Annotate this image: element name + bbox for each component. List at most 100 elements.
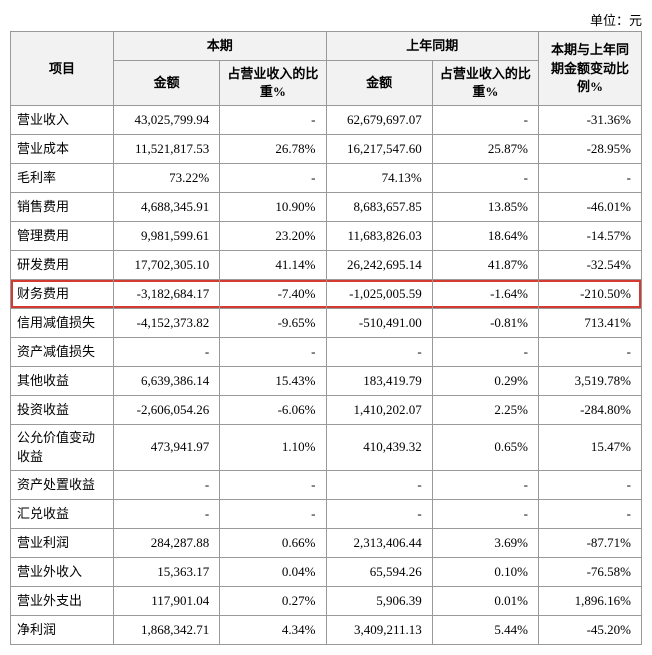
cell-pri-amount: 62,679,697.07 (326, 106, 432, 135)
cell-cur-pct: 41.14% (220, 251, 326, 280)
cell-cur-pct: 0.04% (220, 557, 326, 586)
cell-cur-amount: - (114, 470, 220, 499)
cell-item: 财务费用 (11, 280, 114, 309)
table-row: 研发费用17,702,305.1041.14%26,242,695.1441.8… (11, 251, 642, 280)
cell-pri-pct: 13.85% (432, 193, 538, 222)
table-row: 财务费用-3,182,684.17-7.40%-1,025,005.59-1.6… (11, 280, 642, 309)
cell-pri-pct: -1.64% (432, 280, 538, 309)
cell-change: -76.58% (539, 557, 642, 586)
cell-change: -45.20% (539, 615, 642, 644)
cell-cur-pct: - (220, 470, 326, 499)
cell-cur-amount: -2,606,054.26 (114, 396, 220, 425)
table-row: 投资收益-2,606,054.26-6.06%1,410,202.072.25%… (11, 396, 642, 425)
cell-change: -87.71% (539, 528, 642, 557)
cell-pri-amount: - (326, 338, 432, 367)
cell-item: 研发费用 (11, 251, 114, 280)
cell-pri-pct: - (432, 470, 538, 499)
cell-change: -28.95% (539, 135, 642, 164)
cell-cur-amount: 17,702,305.10 (114, 251, 220, 280)
table-row: 资产减值损失----- (11, 338, 642, 367)
cell-change: -32.54% (539, 251, 642, 280)
cell-pri-pct: 5.44% (432, 615, 538, 644)
cell-cur-amount: 473,941.97 (114, 425, 220, 470)
cell-pri-pct: -0.81% (432, 309, 538, 338)
cell-pri-amount: 74.13% (326, 164, 432, 193)
cell-pri-amount: 2,313,406.44 (326, 528, 432, 557)
cell-cur-pct: 0.27% (220, 586, 326, 615)
cell-item: 资产处置收益 (11, 470, 114, 499)
cell-pri-amount: 410,439.32 (326, 425, 432, 470)
table-row: 信用减值损失-4,152,373.82-9.65%-510,491.00-0.8… (11, 309, 642, 338)
header-current-amount: 金额 (114, 61, 220, 106)
cell-item: 营业利润 (11, 528, 114, 557)
cell-change: 15.47% (539, 425, 642, 470)
cell-pri-pct: 2.25% (432, 396, 538, 425)
cell-cur-amount: 284,287.88 (114, 528, 220, 557)
cell-change: 1,896.16% (539, 586, 642, 615)
cell-cur-amount: -3,182,684.17 (114, 280, 220, 309)
cell-cur-pct: -7.40% (220, 280, 326, 309)
cell-cur-amount: 15,363.17 (114, 557, 220, 586)
cell-cur-pct: - (220, 338, 326, 367)
header-prior-period: 上年同期 (326, 32, 539, 61)
header-current-pct: 占营业收入的比重% (220, 61, 326, 106)
cell-cur-amount: 11,521,817.53 (114, 135, 220, 164)
cell-change: -284.80% (539, 396, 642, 425)
cell-cur-pct: - (220, 499, 326, 528)
cell-item: 管理费用 (11, 222, 114, 251)
cell-item: 其他收益 (11, 367, 114, 396)
cell-cur-pct: 1.10% (220, 425, 326, 470)
cell-cur-pct: -9.65% (220, 309, 326, 338)
cell-change: - (539, 499, 642, 528)
cell-item: 销售费用 (11, 193, 114, 222)
cell-pri-pct: 18.64% (432, 222, 538, 251)
table-row: 净利润1,868,342.714.34%3,409,211.135.44%-45… (11, 615, 642, 644)
table-row: 营业外支出117,901.040.27%5,906.390.01%1,896.1… (11, 586, 642, 615)
cell-pri-pct: 3.69% (432, 528, 538, 557)
cell-item: 营业外支出 (11, 586, 114, 615)
table-row: 管理费用9,981,599.6123.20%11,683,826.0318.64… (11, 222, 642, 251)
cell-cur-amount: 1,868,342.71 (114, 615, 220, 644)
cell-item: 毛利率 (11, 164, 114, 193)
cell-cur-pct: 15.43% (220, 367, 326, 396)
cell-pri-pct: 25.87% (432, 135, 538, 164)
table-row: 销售费用4,688,345.9110.90%8,683,657.8513.85%… (11, 193, 642, 222)
cell-item: 资产减值损失 (11, 338, 114, 367)
cell-pri-amount: 16,217,547.60 (326, 135, 432, 164)
header-change: 本期与上年同期金额变动比例% (539, 32, 642, 106)
table-row: 毛利率73.22%-74.13%-- (11, 164, 642, 193)
cell-change: - (539, 338, 642, 367)
cell-cur-pct: 4.34% (220, 615, 326, 644)
cell-cur-amount: 73.22% (114, 164, 220, 193)
cell-pri-pct: 0.10% (432, 557, 538, 586)
cell-cur-amount: -4,152,373.82 (114, 309, 220, 338)
cell-pri-amount: 183,419.79 (326, 367, 432, 396)
cell-cur-amount: 6,639,386.14 (114, 367, 220, 396)
header-prior-pct: 占营业收入的比重% (432, 61, 538, 106)
cell-pri-pct: 0.65% (432, 425, 538, 470)
cell-item: 投资收益 (11, 396, 114, 425)
cell-pri-amount: -1,025,005.59 (326, 280, 432, 309)
table-row: 汇兑收益----- (11, 499, 642, 528)
table-row: 资产处置收益----- (11, 470, 642, 499)
cell-change: -210.50% (539, 280, 642, 309)
table-row: 公允价值变动收益473,941.971.10%410,439.320.65%15… (11, 425, 642, 470)
cell-change: - (539, 470, 642, 499)
cell-cur-pct: - (220, 164, 326, 193)
cell-pri-amount: 8,683,657.85 (326, 193, 432, 222)
cell-pri-pct: 41.87% (432, 251, 538, 280)
table-row: 营业收入43,025,799.94-62,679,697.07--31.36% (11, 106, 642, 135)
cell-cur-pct: 0.66% (220, 528, 326, 557)
cell-cur-amount: 117,901.04 (114, 586, 220, 615)
table-row: 营业外收入15,363.170.04%65,594.260.10%-76.58% (11, 557, 642, 586)
cell-change: 713.41% (539, 309, 642, 338)
table-body: 营业收入43,025,799.94-62,679,697.07--31.36%营… (11, 106, 642, 644)
cell-pri-pct: 0.29% (432, 367, 538, 396)
table-row: 其他收益6,639,386.1415.43%183,419.790.29%3,5… (11, 367, 642, 396)
cell-item: 营业成本 (11, 135, 114, 164)
cell-change: -46.01% (539, 193, 642, 222)
cell-cur-amount: 43,025,799.94 (114, 106, 220, 135)
cell-pri-pct: - (432, 499, 538, 528)
cell-item: 公允价值变动收益 (11, 425, 114, 470)
cell-change: -14.57% (539, 222, 642, 251)
